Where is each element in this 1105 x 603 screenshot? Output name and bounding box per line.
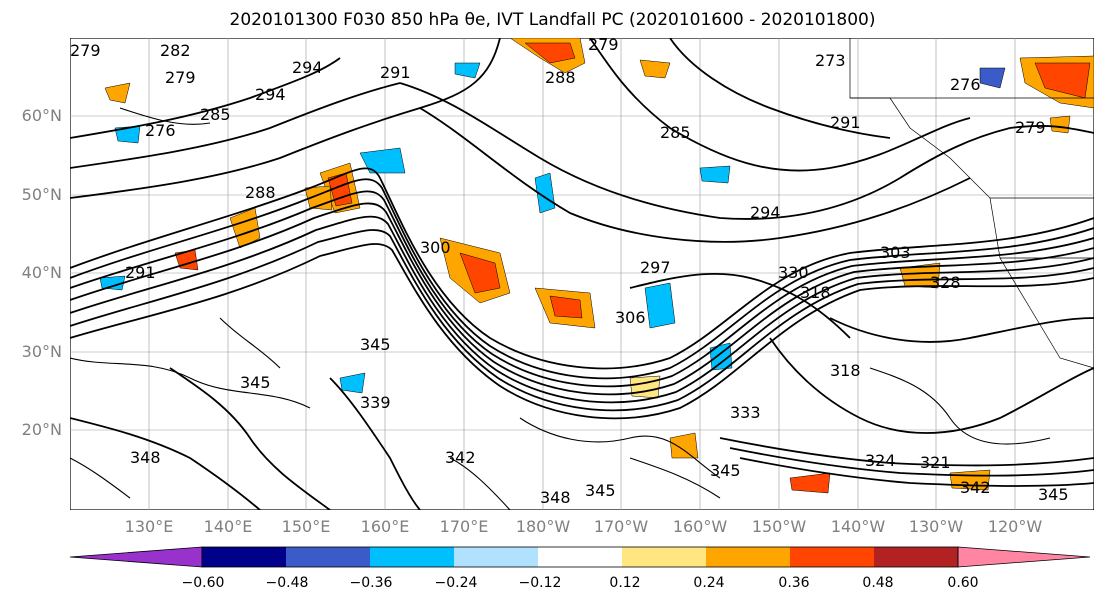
contour-label: 276 — [950, 75, 981, 94]
colorbar-segment — [454, 547, 538, 567]
colorbar-segment — [370, 547, 454, 567]
lon-label-130e: 130°E — [124, 517, 174, 536]
contour-label: 321 — [920, 453, 951, 472]
colorbar-tick: 0.48 — [862, 575, 894, 591]
contour-label: 300 — [420, 238, 451, 257]
lon-label-140e: 140°E — [203, 517, 253, 536]
contour-label: 345 — [585, 481, 616, 500]
contour-label: 342 — [445, 448, 476, 467]
contour-label: 345 — [240, 373, 271, 392]
colorbar-tick: −0.60 — [181, 575, 225, 591]
contour-label: 339 — [360, 393, 391, 412]
colorbar-tick: −0.12 — [518, 575, 562, 591]
colorbar-tick: 0.24 — [693, 575, 725, 591]
contour-label: 279 — [1015, 118, 1046, 137]
contour-label: 330 — [778, 263, 809, 282]
colorbar-segments — [69, 546, 1091, 568]
colorbar-segment — [538, 547, 622, 567]
colorbar-segment — [790, 547, 874, 567]
contour-label: 345 — [360, 335, 391, 354]
colorbar-segment — [874, 547, 958, 567]
lon-label-120w: 120°W — [987, 517, 1043, 536]
contour-label: 279 — [588, 38, 619, 54]
contour-label: 306 — [615, 308, 646, 327]
contour-label: 282 — [160, 41, 191, 60]
lon-label-160e: 160°E — [360, 517, 410, 536]
colorbar-tick: 0.12 — [609, 575, 641, 591]
contour-label: 297 — [640, 258, 671, 277]
lat-label-20n: 20°N — [21, 420, 62, 439]
contour-label: 345 — [710, 461, 741, 480]
colorbar-extend-high — [957, 546, 1091, 568]
colorbar-segment — [286, 547, 370, 567]
lon-label-170w: 170°W — [593, 517, 649, 536]
lon-label-160w: 160°W — [672, 517, 728, 536]
contour-label: 276 — [145, 121, 176, 140]
colorbar-tick: −0.24 — [434, 575, 478, 591]
colorbar — [69, 546, 1091, 568]
contour-label: 288 — [545, 68, 576, 87]
contour-thin-lines — [70, 107, 1051, 510]
lon-label-140w: 140°W — [830, 517, 886, 536]
contour-label: 291 — [380, 63, 411, 82]
shaded-anomalies — [99, 38, 1094, 494]
colorbar-segment — [202, 547, 286, 567]
contour-label: 342 — [960, 478, 991, 497]
contour-label: 291 — [830, 113, 861, 132]
lat-label-30n: 30°N — [21, 342, 62, 361]
colorbar-tick: −0.36 — [349, 575, 393, 591]
map-panel: 279 282 279 276 285 294 294 291 288 279 … — [70, 38, 1094, 510]
lat-label-60n: 60°N — [21, 106, 62, 125]
contour-label: 318 — [800, 283, 831, 302]
map-title: 2020101300 F030 850 hPa θe, IVT Landfall… — [229, 10, 876, 30]
colorbar-tick: 0.36 — [778, 575, 810, 591]
colorbar-segment — [706, 547, 790, 567]
contour-label: 328 — [930, 273, 961, 292]
lon-label-150e: 150°E — [281, 517, 331, 536]
contour-label: 279 — [165, 68, 196, 87]
contour-label: 318 — [830, 361, 861, 380]
contour-label-group: 279 282 279 276 285 294 294 291 288 279 … — [70, 38, 1069, 507]
colorbar-segment — [622, 547, 706, 567]
lon-label-170e: 170°E — [439, 517, 489, 536]
contour-label: 345 — [1038, 485, 1069, 504]
colorbar-tick: 0.60 — [947, 575, 979, 591]
lat-label-50n: 50°N — [21, 185, 62, 204]
lat-label-40n: 40°N — [21, 263, 62, 282]
contour-label: 279 — [70, 41, 101, 60]
contour-label: 291 — [125, 263, 156, 282]
contour-label: 294 — [255, 85, 286, 104]
lon-label-150w: 150°W — [751, 517, 807, 536]
colorbar-tick: −0.48 — [265, 575, 309, 591]
colorbar-extend-low — [69, 546, 203, 568]
lon-label-130w: 130°W — [908, 517, 964, 536]
contour-label: 294 — [750, 203, 781, 222]
contour-label: 294 — [292, 58, 323, 77]
contour-label: 273 — [815, 51, 846, 70]
contour-label: 324 — [865, 451, 896, 470]
colorbar-outline — [201, 546, 959, 568]
contour-label: 333 — [730, 403, 761, 422]
lon-label-180w: 180°W — [515, 517, 571, 536]
contour-label: 348 — [540, 488, 571, 507]
theta-e-contours — [70, 38, 1094, 510]
contour-label: 285 — [200, 105, 231, 124]
contour-label: 285 — [660, 123, 691, 142]
contour-label: 348 — [130, 448, 161, 467]
contour-label: 288 — [245, 183, 276, 202]
contour-label: 303 — [880, 243, 911, 262]
